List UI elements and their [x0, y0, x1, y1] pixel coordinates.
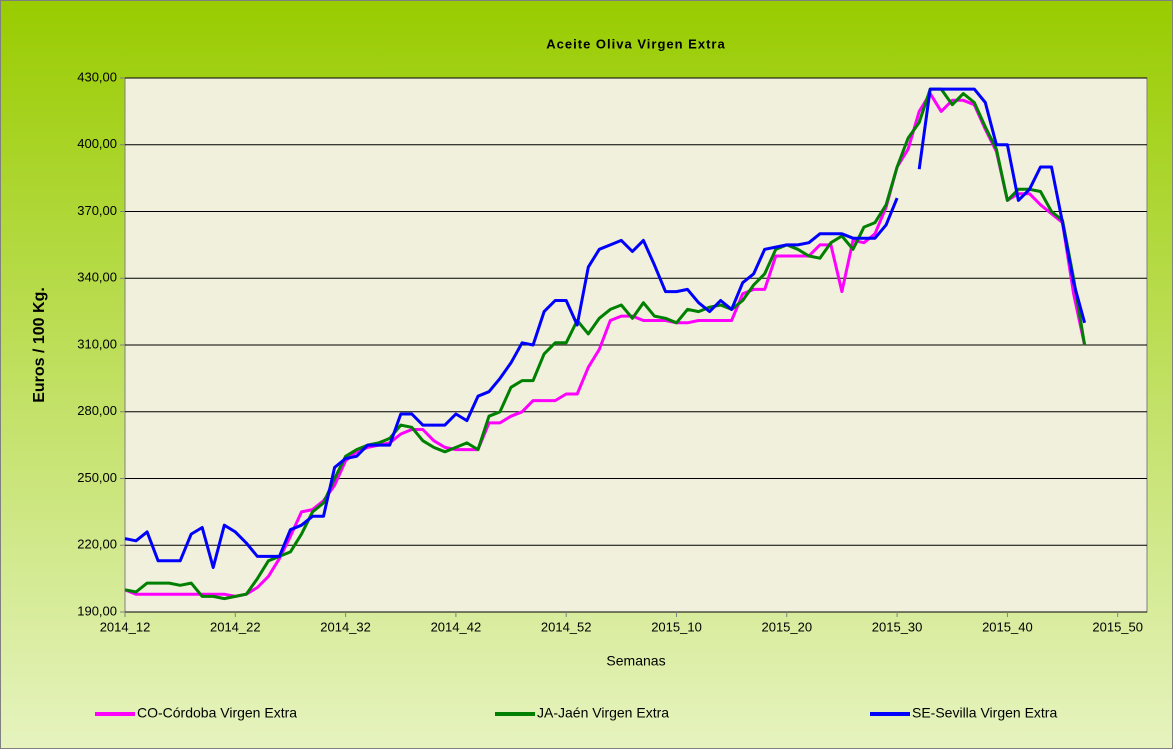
x-tick-label: 2015_10 [651, 619, 702, 634]
series-line [124, 87, 1087, 569]
y-tick-label: 310,00 [77, 336, 117, 351]
x-tick-label: 2014_22 [210, 619, 261, 634]
y-tick-label: 370,00 [77, 203, 117, 218]
y-tick-label: 430,00 [77, 69, 117, 84]
chart-title: Aceite Oliva Virgen Extra [546, 36, 725, 51]
y-tick-label: 340,00 [77, 270, 117, 285]
x-tick-label: 2014_52 [541, 619, 592, 634]
legend-label: JA-Jaén Virgen Extra [537, 705, 669, 721]
x-tick-label: 2015_50 [1092, 619, 1143, 634]
x-tick-label: 2015_40 [982, 619, 1033, 634]
x-tick-label: 2015_20 [761, 619, 812, 634]
y-tick-label: 280,00 [77, 403, 117, 418]
legend-label: CO-Córdoba Virgen Extra [137, 705, 297, 721]
x-tick-label: 2014_42 [431, 619, 482, 634]
y-tick-label: 250,00 [77, 470, 117, 485]
x-axis-label: Semanas [606, 653, 665, 669]
x-tick-label: 2014_12 [100, 619, 151, 634]
x-tick-label: 2014_32 [320, 619, 371, 634]
legend-label: SE-Sevilla Virgen Extra [912, 705, 1057, 721]
y-axis-label: Euros / 100 Kg. [31, 287, 48, 403]
y-tick-label: 220,00 [77, 537, 117, 552]
x-tick-label: 2015_30 [872, 619, 923, 634]
y-tick-label: 400,00 [77, 136, 117, 151]
series-line [124, 87, 1087, 601]
y-tick-label: 190,00 [77, 603, 117, 618]
